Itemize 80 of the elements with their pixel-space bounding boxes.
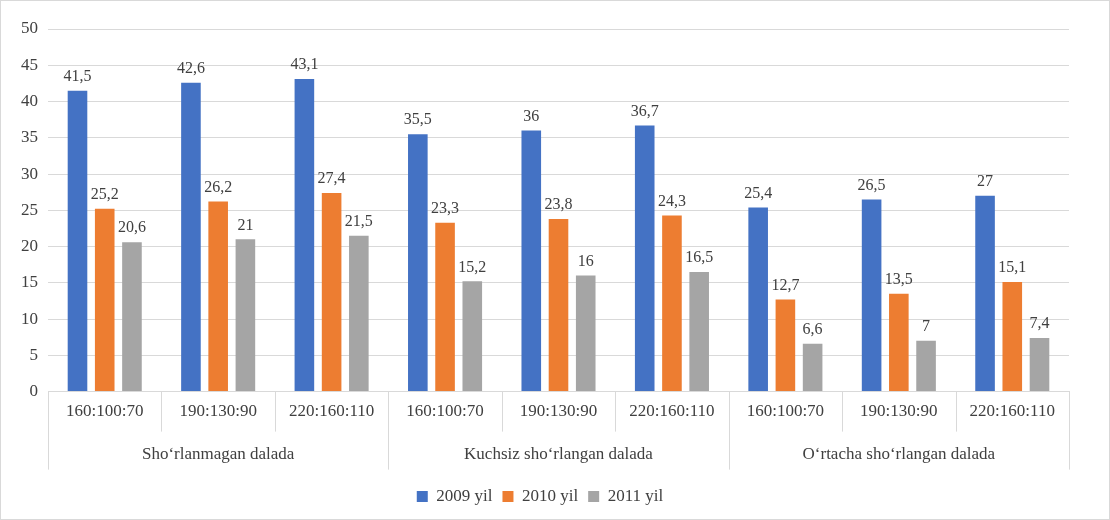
x-tick-label: 160:100:70 [66, 401, 144, 421]
bar [1029, 337, 1050, 392]
y-tick-label: 5 [29, 344, 38, 364]
bar [975, 195, 995, 392]
y-tick-label: 20 [21, 236, 38, 256]
bar [521, 130, 542, 392]
data-label: 23,3 [431, 198, 460, 216]
legend-label: 2010 yil [521, 485, 579, 505]
data-label: 15,2 [458, 257, 487, 275]
text: Kuchsiz sho‘rlangan dalada [464, 444, 654, 464]
data-label: 25,4 [744, 183, 773, 201]
bar [349, 235, 369, 392]
x-tick-label: 220:160:110 [288, 401, 375, 421]
bar [122, 242, 142, 392]
data-label: 27 [977, 172, 994, 189]
bar [235, 239, 256, 392]
y-tick-label: 45 [21, 54, 38, 74]
data-label: 7 [922, 317, 931, 335]
data-label: 26,5 [857, 175, 886, 193]
bar [689, 271, 709, 392]
data-label: 25,2 [90, 185, 119, 203]
data-label: 20,6 [117, 218, 146, 236]
legend-label: 2011 yil [607, 485, 664, 505]
data-label: 12,7 [771, 275, 800, 293]
y-tick-label: 50 [21, 18, 38, 38]
text: O‘rtacha sho‘rlangan dalada [802, 444, 996, 464]
x-tick-label: 220:160:110 [629, 401, 715, 421]
x-tick-label: 190:130:90 [179, 401, 257, 421]
data-label: 43,1 [290, 55, 319, 73]
data-label: 7,4 [1029, 314, 1050, 332]
data-label: 16 [577, 251, 594, 269]
bar [575, 275, 596, 392]
y-tick-label: 25 [21, 199, 38, 219]
bar [94, 208, 115, 392]
y-tick-label: 15 [21, 272, 38, 292]
bar [662, 215, 682, 392]
bar [861, 199, 882, 392]
bar [775, 299, 796, 392]
data-label: 13,5 [884, 269, 913, 287]
y-tick-label: 35 [21, 127, 38, 147]
y-tick-label: 10 [21, 308, 38, 328]
bar [889, 293, 909, 392]
y-tick-label: 40 [21, 90, 38, 110]
bar [462, 281, 483, 392]
y-tick-label: 30 [21, 163, 38, 183]
bar [802, 343, 823, 392]
data-label: 36,7 [630, 101, 659, 119]
x-tick-label: 160:100:70 [746, 401, 825, 421]
legend-label: 2009 yil [436, 485, 493, 505]
x-tick-label: 190:130:90 [860, 401, 938, 421]
data-label: 42,6 [176, 58, 205, 76]
bar [208, 201, 228, 392]
bar [408, 134, 428, 392]
data-label: 15,1 [998, 258, 1027, 276]
bar [634, 125, 655, 392]
data-label: 6,6 [802, 319, 823, 337]
data-label: 21 [237, 215, 254, 233]
data-label: 41,5 [63, 66, 92, 84]
bar [321, 192, 342, 392]
data-label: 23,8 [544, 195, 573, 213]
data-label: 24,3 [657, 191, 686, 209]
data-label: 16,5 [685, 248, 714, 266]
data-label: 36 [523, 106, 540, 124]
data-label: 27,4 [317, 169, 346, 187]
data-label: 35,5 [403, 110, 432, 128]
text: Sho‘rlanmagan dalada [141, 444, 295, 464]
bar [548, 219, 569, 392]
bar [916, 340, 936, 392]
bar [294, 79, 315, 392]
data-label: 26,2 [204, 177, 233, 195]
bar [181, 82, 201, 392]
x-tick-label: 220:160:110 [969, 401, 1055, 421]
x-tick-label: 160:100:70 [406, 401, 484, 421]
bar [435, 222, 455, 392]
bar [1002, 282, 1023, 392]
bar [748, 207, 768, 392]
x-tick-label: 190:130:90 [519, 401, 598, 421]
data-label: 21,5 [344, 211, 373, 229]
y-tick-label: 0 [29, 381, 38, 401]
bar [67, 90, 88, 392]
